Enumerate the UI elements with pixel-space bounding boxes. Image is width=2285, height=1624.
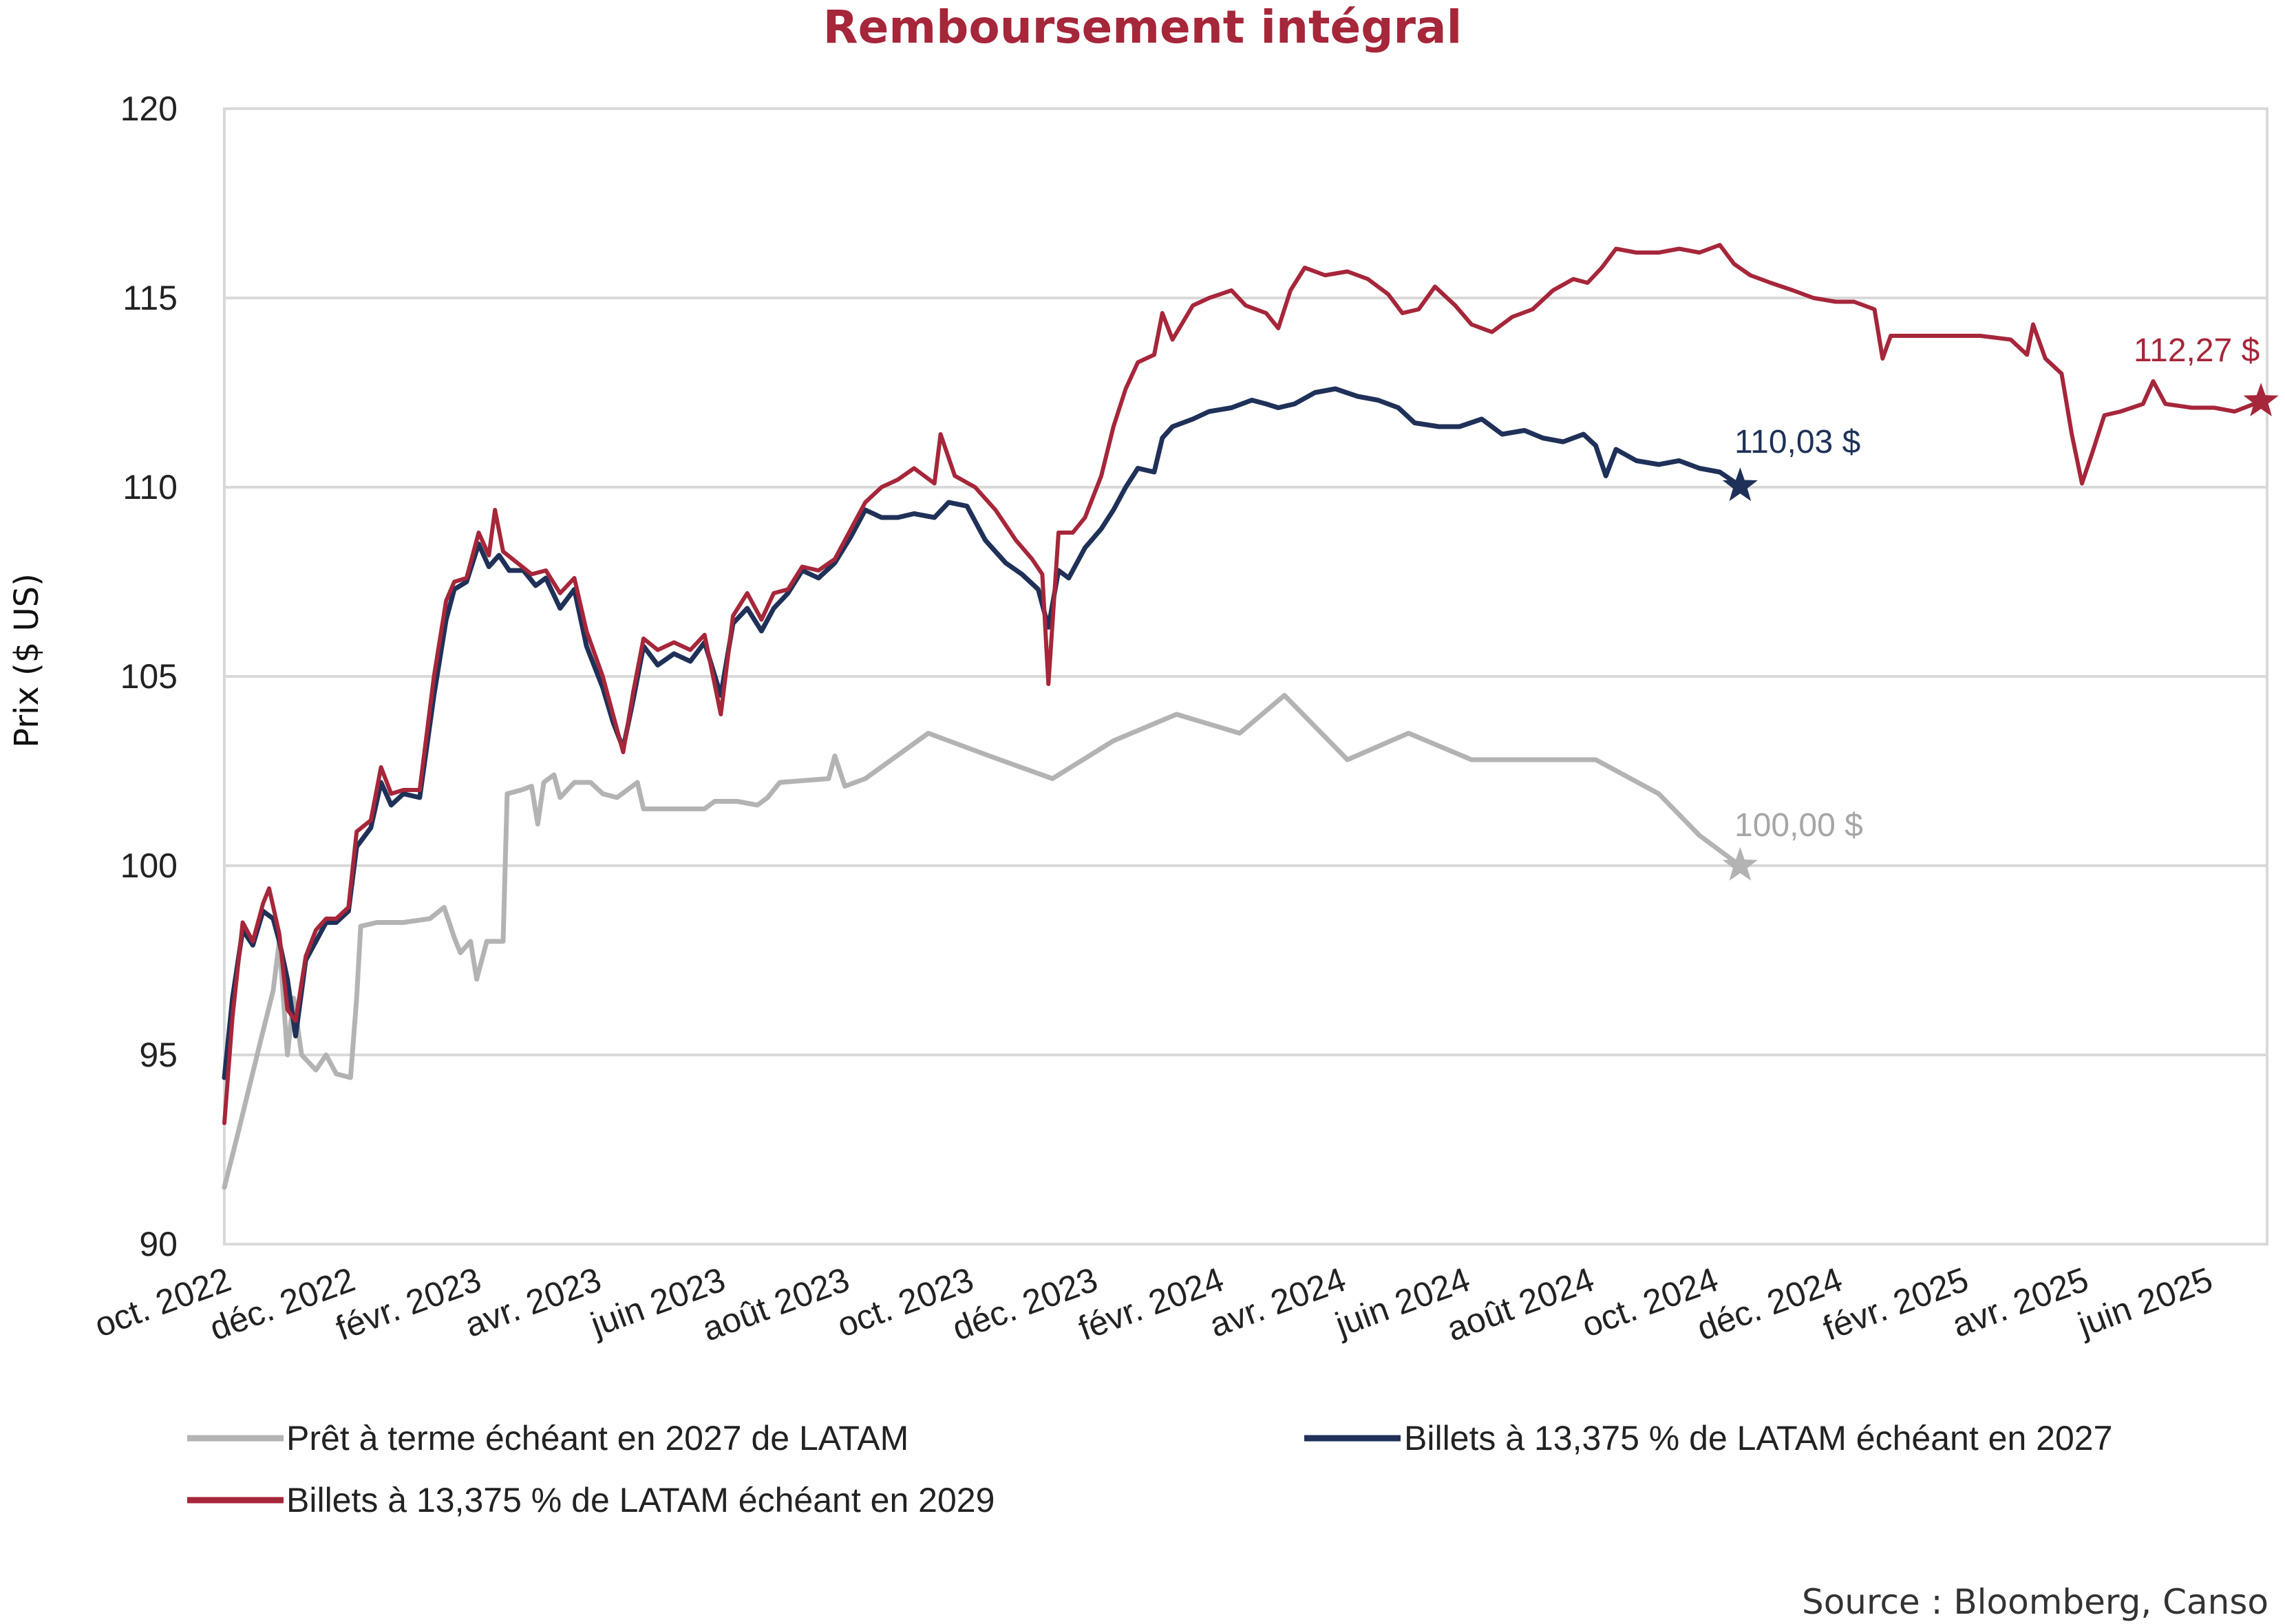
y-tick-label: 120: [120, 89, 178, 128]
end-markers: [1722, 383, 2279, 881]
end-label-loan-2027: 100,00 $: [1734, 807, 1863, 844]
end-label-notes-2027: 110,03 $: [1734, 424, 1860, 460]
series-line-notes-2027: [222, 386, 1743, 1080]
plot-area: [222, 107, 2279, 1246]
x-tick-label: févr. 2025: [1818, 1260, 1974, 1348]
y-tick-label: 100: [120, 846, 178, 885]
x-tick-label: avr. 2025: [1947, 1260, 2093, 1345]
chart-title: Remboursement intégral: [823, 1, 1462, 54]
end-marker-loan-2027: [1722, 847, 1758, 881]
legend-label-notes-2029: Billets à 13,375 % de LATAM échéant en 2…: [286, 1481, 995, 1519]
x-tick-label: déc. 2024: [1692, 1260, 1847, 1348]
y-tick-label: 110: [123, 468, 178, 506]
legend: Prêt à terme échéant en 2027 de LATAM Bi…: [187, 1419, 2112, 1519]
x-tick-label: avr. 2023: [460, 1260, 606, 1345]
x-tick-label: déc. 2022: [204, 1260, 360, 1348]
legend-label-notes-2027: Billets à 13,375 % de LATAM échéant en 2…: [1404, 1419, 2112, 1457]
x-tick-label: févr. 2023: [331, 1260, 487, 1348]
y-tick-label: 90: [139, 1225, 178, 1263]
y-axis-label: Prix ($ US): [8, 573, 46, 748]
source-note: Source : Bloomberg, Canso: [1802, 1582, 2268, 1622]
legend-label-loan-2027: Prêt à terme échéant en 2027 de LATAM: [286, 1419, 908, 1457]
y-axis-ticks: 90 95 100 105 110 115 120: [120, 89, 178, 1263]
x-tick-label: déc. 2023: [947, 1260, 1103, 1348]
x-tick-label: juin 2025: [2072, 1260, 2218, 1345]
series-line-notes-2029: [222, 243, 2264, 1125]
series-lines: [222, 243, 2264, 1190]
end-marker-notes-2027: [1722, 467, 1758, 502]
x-tick-label: avr. 2024: [1204, 1260, 1350, 1345]
y-tick-label: 115: [123, 279, 178, 317]
y-tick-label: 95: [139, 1036, 178, 1074]
gridlines: [224, 297, 2267, 1056]
series-line-loan-2027: [222, 693, 1743, 1190]
end-label-notes-2029: 112,27 $: [2134, 332, 2260, 369]
end-marker-notes-2029: [2243, 383, 2279, 416]
x-tick-label: févr. 2024: [1074, 1260, 1229, 1348]
y-tick-label: 105: [120, 657, 178, 696]
